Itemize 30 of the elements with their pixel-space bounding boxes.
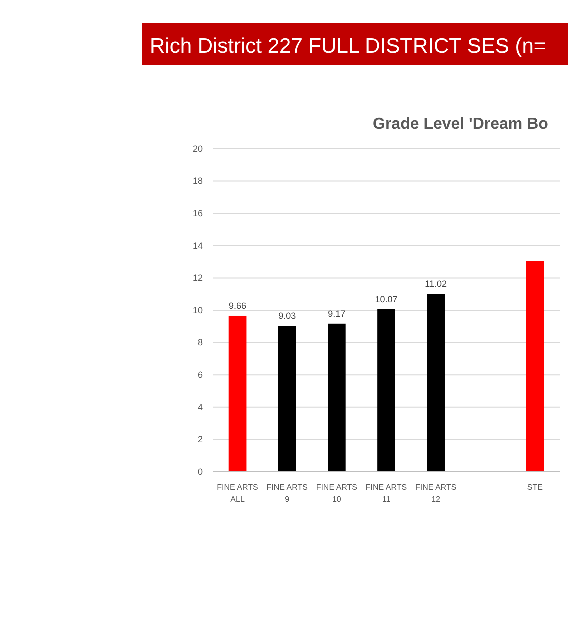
x-tick-label: FINE ARTS 12 [415,483,457,504]
y-tick-label: 10 [192,305,203,316]
x-tick-label: STE [527,483,543,492]
y-tick-label: 16 [192,208,203,218]
y-tick-label: 4 [198,402,203,412]
y-tick-label: 14 [192,240,203,251]
bar [328,324,346,472]
y-tick-label: 8 [198,338,203,348]
bar [378,309,396,472]
chart-subtitle: Grade Level 'Dream Bo [373,116,549,133]
x-tick-label: FINE ARTS 10 [316,483,358,504]
x-tick-label: FINE ARTS ALL [217,483,258,504]
data-label: 11.02 [425,279,447,290]
bar [278,326,296,472]
y-tick-label: 2 [198,434,203,445]
data-label: 9.66 [229,300,247,311]
x-tick-label: FINE ARTS 11 [366,483,408,504]
data-label: 9.03 [278,311,296,322]
bar [526,261,544,472]
y-tick-label: 0 [198,466,203,477]
x-tick-label: FINE ARTS 9 [266,483,308,504]
bar [228,316,247,472]
bar [427,294,445,472]
y-tick-label: 20 [192,144,203,154]
chart-title: Rich District 227 FULL DISTRICT SES (n= [150,35,546,58]
y-tick-label: 18 [192,176,203,186]
y-tick-label: 12 [192,273,203,284]
y-tick-label: 6 [198,370,203,380]
data-label: 9.17 [328,308,346,319]
data-label: 10.07 [375,294,398,304]
